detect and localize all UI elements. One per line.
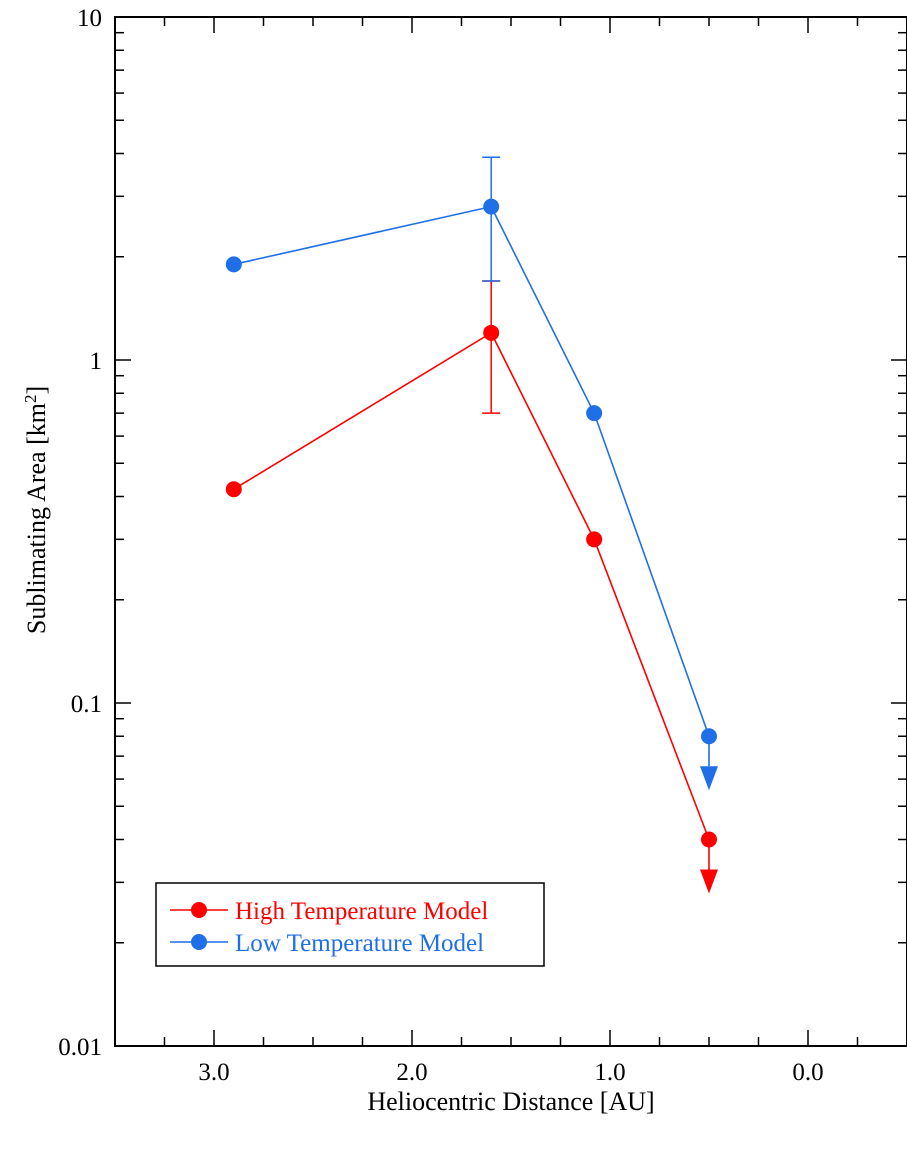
x-tick-label: 2.0 — [396, 1059, 427, 1086]
data-point — [586, 405, 603, 422]
legend-box — [155, 882, 545, 967]
series-line — [233, 205, 710, 737]
legend-marker — [191, 902, 207, 918]
series-layer — [225, 156, 718, 894]
ticks-layer: 3.0 2.0 1.0 0.0 0.01 0.1 1 10 — [58, 5, 907, 1086]
data-point — [483, 324, 500, 341]
y-tick-label: 1 — [90, 348, 103, 375]
y-tick-label: 10 — [77, 5, 102, 32]
data-point — [586, 531, 603, 548]
legend-entry: High Temperature Model — [235, 898, 488, 925]
series-line — [233, 331, 710, 840]
y-axis-label-end: ] — [22, 386, 51, 395]
data-point — [483, 198, 500, 215]
y-axis-label: Sublimating Area [km2] — [21, 386, 52, 634]
series-low-temperature — [225, 156, 718, 791]
legend-entry: Low Temperature Model — [235, 930, 484, 957]
x-axis-label: Heliocentric Distance [AU] — [367, 1087, 654, 1116]
data-point — [701, 831, 717, 848]
legend: High Temperature Model Low Temperature Mo… — [155, 882, 545, 967]
data-point — [225, 481, 242, 498]
series-high-temperature — [225, 280, 718, 894]
x-tick-label: 0.0 — [792, 1059, 823, 1086]
y-tick-label: 0.01 — [58, 1034, 102, 1061]
data-point — [225, 256, 242, 273]
x-tick-label: 3.0 — [198, 1059, 229, 1086]
y-axis-label-main: Sublimating Area [km — [22, 403, 51, 634]
legend-marker — [191, 934, 207, 950]
upper-limit-arrow — [700, 869, 718, 894]
legend-items: High Temperature Model Low Temperature Mo… — [170, 898, 488, 957]
x-tick-label: 1.0 — [594, 1059, 625, 1086]
y-axis-label-sup: 2 — [21, 395, 40, 404]
upper-limit-arrow — [700, 766, 718, 791]
y-tick-label: 0.1 — [71, 691, 102, 718]
data-point — [701, 728, 717, 745]
